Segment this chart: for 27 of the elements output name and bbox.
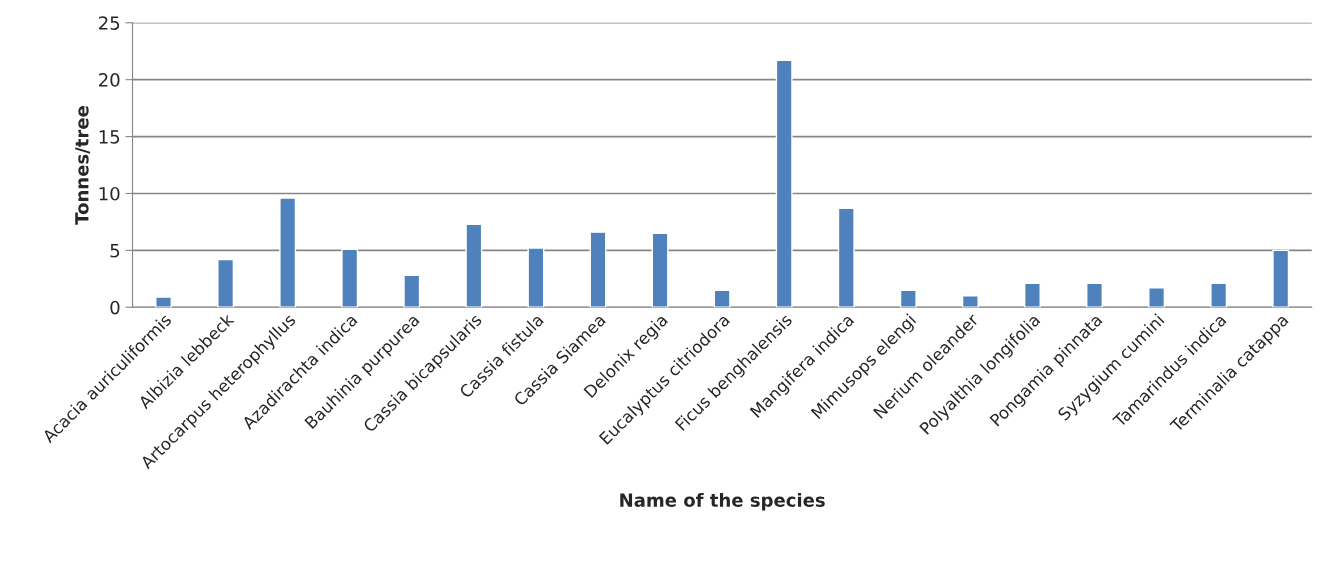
bar <box>1148 287 1166 308</box>
bar <box>899 289 917 308</box>
bar <box>403 274 421 308</box>
bar <box>775 59 793 308</box>
y-axis-title: Tonnes/tree <box>75 106 91 225</box>
bar <box>589 231 607 308</box>
y-tick-label: 0 <box>110 300 120 315</box>
x-axis-title: Name of the species <box>620 492 825 511</box>
bar <box>961 295 979 308</box>
y-tick-label: 20 <box>99 73 120 87</box>
bar <box>713 289 731 308</box>
bar <box>1024 282 1041 308</box>
y-tick-label: 15 <box>99 130 120 144</box>
y-tick-label: 5 <box>110 244 120 258</box>
y-tick-label: 10 <box>99 186 120 201</box>
bar <box>527 247 545 308</box>
bar <box>651 232 669 308</box>
bar <box>155 296 172 308</box>
bar <box>217 258 235 308</box>
bar <box>279 197 297 308</box>
bar <box>1272 249 1290 308</box>
bar <box>341 248 359 308</box>
bar <box>837 207 855 308</box>
bar <box>465 223 483 308</box>
bar <box>1210 282 1228 308</box>
y-tick-label: 25 <box>99 16 120 30</box>
bar <box>1086 282 1103 308</box>
